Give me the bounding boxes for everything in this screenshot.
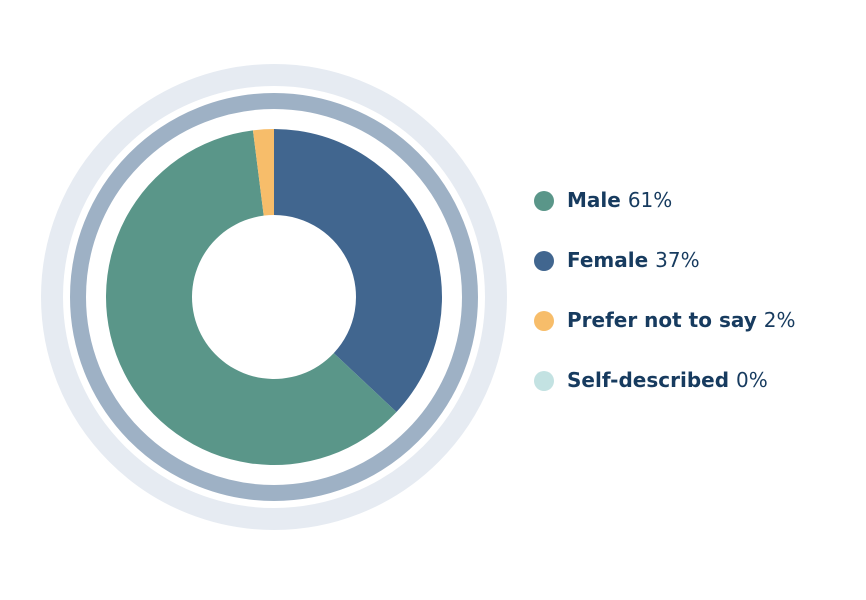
legend-value: 37% <box>655 248 699 272</box>
outer-ring <box>41 64 507 530</box>
legend-label: Male <box>567 188 621 212</box>
legend-entry: Male 61% <box>567 188 672 212</box>
legend-value: 61% <box>628 188 672 212</box>
slice <box>274 129 442 413</box>
legend-label: Prefer not to say <box>567 308 757 332</box>
legend-swatch <box>534 371 554 391</box>
legend-entry: Female 37% <box>567 248 700 272</box>
inner-ring <box>70 93 478 501</box>
slice <box>105 130 397 465</box>
legend-value: 2% <box>764 308 796 332</box>
legend-swatch <box>534 311 554 331</box>
legend-value: 0% <box>736 368 768 392</box>
legend-swatch <box>534 191 554 211</box>
legend-label: Female <box>567 248 648 272</box>
slice <box>252 129 274 216</box>
legend: Male 61% Female 37% Prefer not to say 2% Self-… <box>534 188 796 392</box>
legend-swatch <box>534 251 554 271</box>
legend-entry: Self-described 0% <box>567 368 768 392</box>
legend-label: Self-described <box>567 368 729 392</box>
donut <box>105 129 442 465</box>
legend-entry: Prefer not to say 2% <box>567 308 796 332</box>
